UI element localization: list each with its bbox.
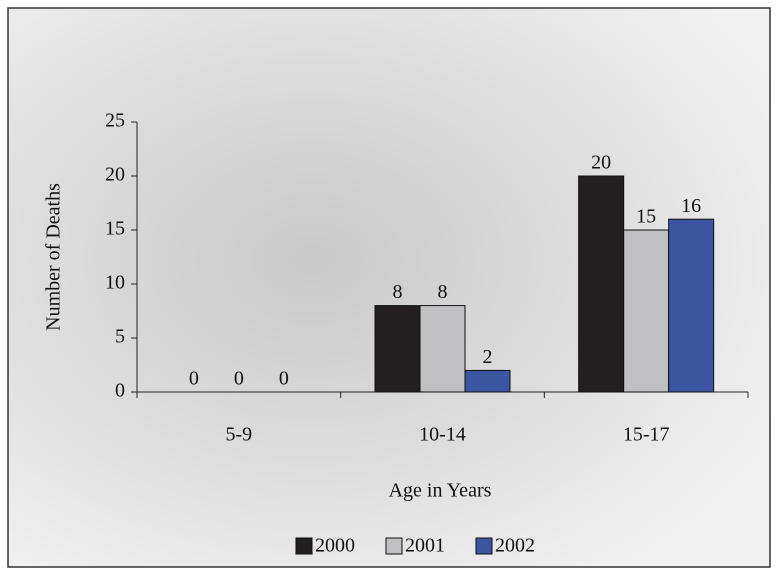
value-label: 0 xyxy=(234,368,244,390)
legend-swatch xyxy=(296,538,312,554)
bar xyxy=(420,306,465,392)
legend-swatch xyxy=(386,538,402,554)
y-tick-label: 0 xyxy=(115,380,125,402)
y-tick-label: 25 xyxy=(105,110,125,132)
bar xyxy=(465,370,510,392)
x-tick-label: 10-14 xyxy=(419,424,466,446)
chart: Age in Years Number of Deaths 0510152025… xyxy=(0,0,779,575)
bar xyxy=(669,219,714,392)
legend-label: 2000 xyxy=(315,535,355,557)
x-tick-label: 5-9 xyxy=(225,424,252,446)
bar xyxy=(579,176,624,392)
y-axis-label: Number of Deaths xyxy=(43,183,65,331)
bar xyxy=(624,230,669,392)
value-label: 15 xyxy=(636,206,656,228)
value-label: 0 xyxy=(189,368,199,390)
value-label: 8 xyxy=(393,281,403,303)
y-tick-label: 5 xyxy=(115,326,125,348)
x-tick-label: 15-17 xyxy=(623,424,670,446)
x-axis-label: Age in Years xyxy=(389,480,492,502)
y-tick-label: 15 xyxy=(105,218,125,240)
legend-label: 2001 xyxy=(405,535,445,557)
value-label: 20 xyxy=(591,152,611,174)
value-label: 8 xyxy=(438,281,448,303)
bar xyxy=(375,306,420,392)
value-label: 0 xyxy=(279,368,289,390)
y-tick-label: 10 xyxy=(105,272,125,294)
legend-swatch xyxy=(476,538,492,554)
y-tick-label: 20 xyxy=(105,164,125,186)
value-label: 16 xyxy=(681,195,701,217)
value-label: 2 xyxy=(483,346,493,368)
legend-label: 2002 xyxy=(495,535,535,557)
